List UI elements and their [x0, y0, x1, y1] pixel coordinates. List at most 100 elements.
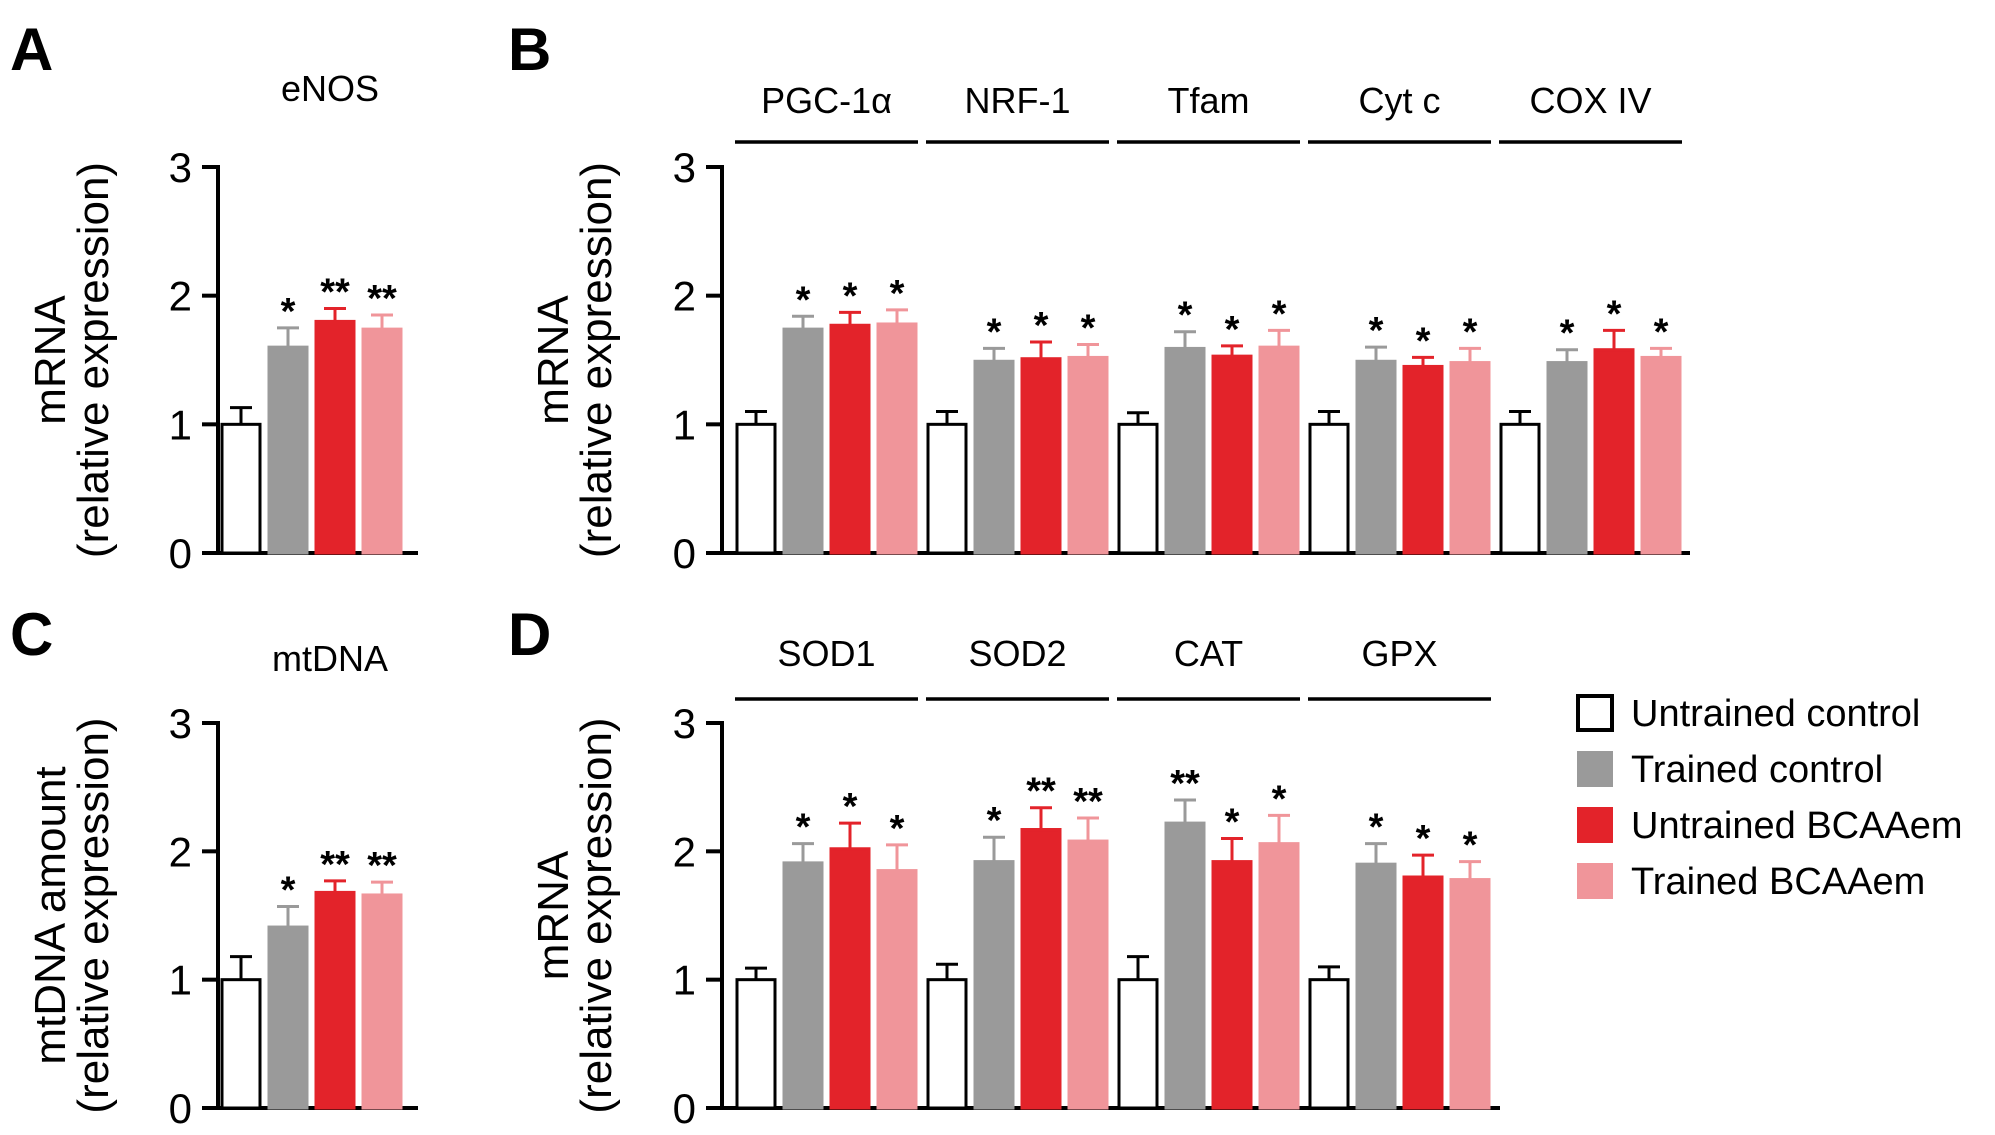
bar — [876, 869, 918, 1110]
y-tick-label: 3 — [169, 144, 192, 191]
y-tick-label: 0 — [673, 530, 696, 577]
significance-marker: * — [843, 275, 858, 317]
group-label: Cyt c — [1358, 80, 1440, 121]
legend-swatch — [1576, 694, 1614, 732]
legend-label: Untrained control — [1631, 693, 1920, 735]
legend-label: Untrained BCAAem — [1631, 805, 1963, 847]
significance-marker: * — [890, 273, 905, 315]
significance-marker: * — [1034, 305, 1049, 347]
legend-label: Trained control — [1631, 749, 1883, 791]
bar — [1211, 354, 1253, 555]
y-axis-label: mRNA — [529, 850, 578, 980]
y-axis-label: mRNA — [529, 295, 578, 425]
bar — [1020, 828, 1062, 1110]
bar — [1402, 364, 1444, 555]
legend: Untrained control Trained control Untraine… — [1576, 693, 1963, 903]
bar-group-gpx: GPX * * * — [1308, 633, 1491, 1110]
bar — [1308, 978, 1350, 1110]
significance-marker: * — [281, 870, 296, 912]
significance-marker: * — [796, 807, 811, 849]
legend-swatch — [1577, 863, 1613, 899]
panel-letter: D — [508, 601, 551, 668]
bar-group-cox-iv: COX IV * * * — [1499, 80, 1682, 555]
significance-marker: * — [1463, 825, 1478, 867]
bar — [361, 893, 403, 1110]
bar — [220, 422, 262, 555]
y-axis-label-unit: (relative expression) — [572, 717, 621, 1113]
significance-marker: * — [1272, 293, 1287, 335]
bar — [973, 860, 1015, 1110]
legend-item: Trained BCAAem — [1577, 861, 1925, 903]
bar-group-enos: * ** ** — [220, 272, 403, 555]
significance-marker: ** — [367, 845, 397, 887]
bar — [782, 861, 824, 1110]
group-label: SOD1 — [777, 633, 875, 674]
legend-item: Trained control — [1577, 749, 1883, 791]
bar-group-sod2: SOD2*** ** — [926, 633, 1109, 1110]
bar-group-sod1: SOD1 * * * — [735, 633, 918, 1110]
y-tick-label: 2 — [169, 828, 192, 875]
bar — [267, 345, 309, 555]
significance-marker: * — [1081, 308, 1096, 350]
bar — [1593, 348, 1635, 555]
bar — [926, 422, 968, 555]
bar — [1020, 357, 1062, 555]
y-axis-label-unit: (relative expression) — [572, 162, 621, 558]
significance-marker: * — [987, 800, 1002, 842]
bar — [1546, 361, 1588, 555]
bar — [973, 359, 1015, 555]
bar — [1211, 860, 1253, 1110]
group-label: CAT — [1174, 633, 1243, 674]
significance-marker: * — [796, 279, 811, 321]
significance-marker: * — [890, 808, 905, 850]
group-label: COX IV — [1529, 80, 1651, 121]
group-label: SOD2 — [968, 633, 1066, 674]
bar — [1258, 345, 1300, 555]
y-axis-label: mRNA — [26, 295, 75, 425]
significance-marker: * — [1225, 802, 1240, 844]
bar — [1067, 355, 1109, 555]
bar — [314, 890, 356, 1110]
group-label: Tfam — [1167, 80, 1249, 121]
bar — [782, 327, 824, 555]
bar — [1067, 839, 1109, 1110]
bar — [267, 925, 309, 1110]
significance-marker: * — [1416, 320, 1431, 362]
bar — [735, 422, 777, 555]
panel-letter: B — [508, 16, 551, 83]
significance-marker: * — [1178, 295, 1193, 337]
bar-group-nrf-1: NRF-1 * * * — [926, 80, 1109, 555]
y-tick-label: 1 — [169, 957, 192, 1004]
significance-marker: * — [1369, 310, 1384, 352]
y-tick-label: 2 — [673, 828, 696, 875]
bar-group-pgc-1-: PGC-1α * * * — [735, 80, 918, 555]
bar-group-mtdna: *** ** — [220, 844, 403, 1110]
bar — [1402, 875, 1444, 1110]
bar — [1449, 361, 1491, 555]
bar — [1499, 422, 1541, 555]
bar-group-tfam: Tfam * * * — [1117, 80, 1300, 555]
y-tick-label: 2 — [673, 273, 696, 320]
legend-item: Untrained BCAAem — [1577, 805, 1963, 847]
significance-marker: * — [1369, 807, 1384, 849]
panel-title: eNOS — [281, 68, 379, 109]
bar — [1355, 359, 1397, 555]
bar — [220, 978, 262, 1110]
y-tick-label: 1 — [673, 401, 696, 448]
y-tick-label: 1 — [673, 957, 696, 1004]
y-tick-label: 0 — [673, 1085, 696, 1132]
legend-swatch — [1577, 751, 1613, 787]
group-label: PGC-1α — [761, 80, 892, 121]
group-label: NRF-1 — [965, 80, 1071, 121]
bar — [829, 847, 871, 1110]
y-tick-label: 0 — [169, 1085, 192, 1132]
bar — [735, 978, 777, 1110]
y-tick-label: 0 — [169, 530, 192, 577]
significance-marker: ** — [1170, 763, 1200, 805]
significance-marker: * — [1225, 309, 1240, 351]
y-axis-label-unit: (relative expression) — [69, 717, 118, 1113]
